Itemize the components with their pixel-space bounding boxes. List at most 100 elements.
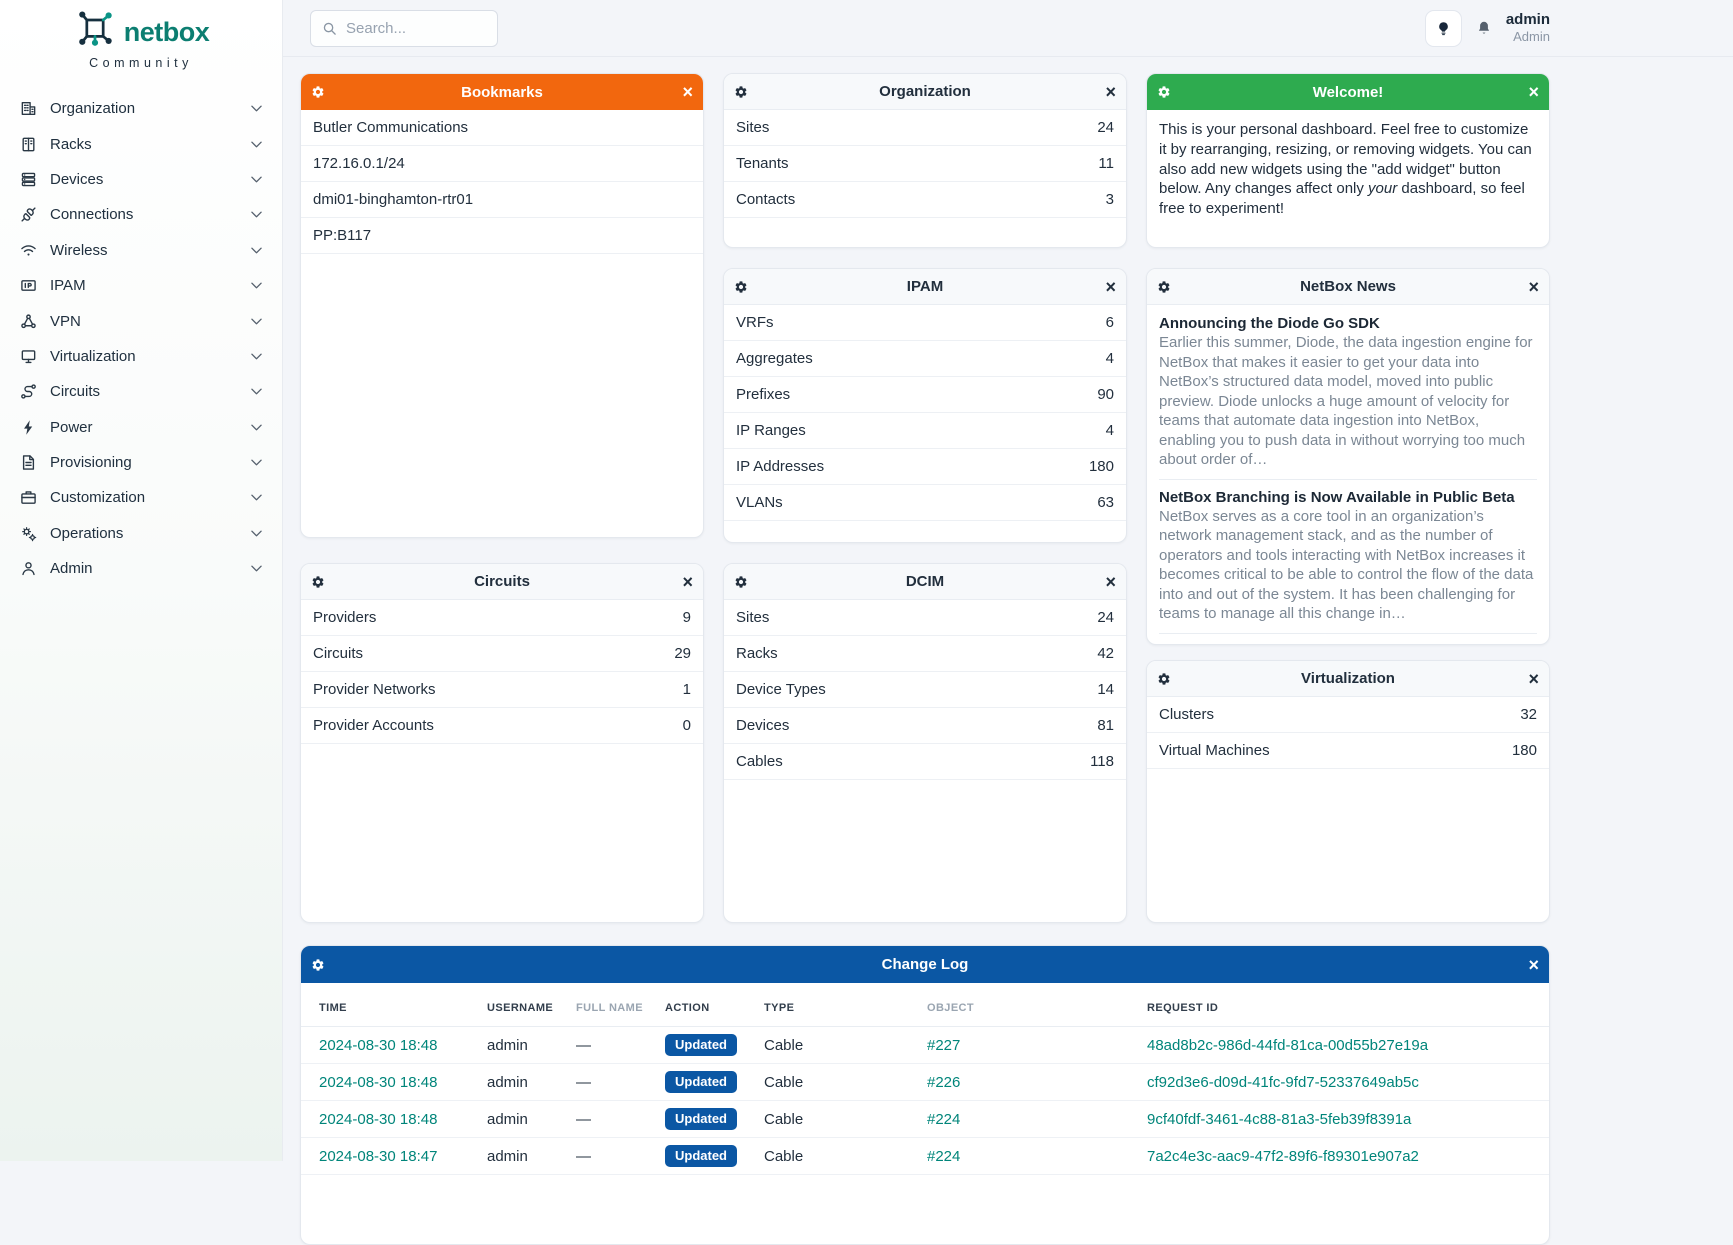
server-icon — [20, 171, 37, 188]
cell-request_id[interactable]: 7a2c4e3c-aac9-47f2-89f6-f89301e907a2 — [1147, 1147, 1419, 1165]
sidebar-item-admin[interactable]: Admin — [0, 551, 282, 586]
user-role: Admin — [1513, 29, 1550, 45]
cell-request_id[interactable]: cf92d3e6-d09d-41fc-9fd7-52337649ab5c — [1147, 1073, 1419, 1091]
news-headline[interactable]: A New Look For NetBox and NetBox Labs — [1159, 643, 1537, 645]
close-icon[interactable]: × — [682, 571, 693, 592]
gears-icon — [20, 525, 37, 542]
stat-row[interactable]: Providers 9 — [301, 600, 703, 636]
action-badge: Updated — [665, 1108, 737, 1130]
sidebar-item-circuits[interactable]: Circuits — [0, 374, 282, 409]
plug-icon — [20, 206, 37, 223]
chevron-down-icon — [251, 105, 262, 112]
cell-action[interactable]: Updated — [665, 1034, 764, 1056]
stat-row[interactable]: Device Types 14 — [724, 672, 1126, 708]
cell-action[interactable]: Updated — [665, 1145, 764, 1167]
chevron-down-icon — [251, 282, 262, 289]
theme-toggle-button[interactable] — [1424, 9, 1462, 47]
stat-row[interactable]: Virtual Machines 180 — [1147, 733, 1549, 769]
stat-row[interactable]: Aggregates 4 — [724, 341, 1126, 377]
topbar-inner: admin Admin — [283, 0, 1550, 56]
stat-row[interactable]: Prefixes 90 — [724, 377, 1126, 413]
close-icon[interactable]: × — [1105, 81, 1116, 102]
close-icon[interactable]: × — [1528, 276, 1539, 297]
sidebar-item-provisioning[interactable]: Provisioning — [0, 445, 282, 480]
stat-row[interactable]: Sites 24 — [724, 110, 1126, 146]
close-icon[interactable]: × — [1528, 668, 1539, 689]
bookmark-item[interactable]: Butler Communications — [301, 110, 703, 146]
stat-row[interactable]: Provider Networks 1 — [301, 672, 703, 708]
news-headline[interactable]: NetBox Branching is Now Available in Pub… — [1159, 488, 1515, 506]
sidebar-item-virtualization[interactable]: Virtualization — [0, 339, 282, 374]
stat-row[interactable]: Cables 118 — [724, 744, 1126, 780]
chevron-down-icon — [251, 211, 262, 218]
bookmark-item[interactable]: 172.16.0.1/24 — [301, 146, 703, 182]
stat-row[interactable]: Racks 42 — [724, 636, 1126, 672]
sidebar-item-customization[interactable]: Customization — [0, 480, 282, 515]
cell-action[interactable]: Updated — [665, 1071, 764, 1093]
cell-request_id[interactable]: 9cf40fdf-3461-4c88-81a3-5feb39f8391a — [1147, 1110, 1412, 1128]
bookmark-item[interactable]: PP:B117 — [301, 218, 703, 254]
sidebar-item-devices[interactable]: Devices — [0, 162, 282, 197]
gear-icon[interactable] — [1157, 672, 1179, 686]
cell-time[interactable]: 2024-08-30 18:48 — [319, 1110, 438, 1128]
cell-object[interactable]: #227 — [927, 1036, 961, 1054]
cell-object[interactable]: #224 — [927, 1147, 961, 1165]
cell-time[interactable]: 2024-08-30 18:48 — [319, 1073, 438, 1091]
gear-icon[interactable] — [734, 575, 756, 589]
stat-row[interactable]: IP Addresses 180 — [724, 449, 1126, 485]
gear-icon[interactable] — [734, 85, 756, 99]
close-icon[interactable]: × — [1105, 276, 1116, 297]
sidebar-item-power[interactable]: Power — [0, 410, 282, 445]
sidebar-item-label: Virtualization — [50, 347, 136, 365]
stat-row[interactable]: Clusters 32 — [1147, 697, 1549, 733]
ip-book-icon — [20, 277, 37, 294]
sidebar-item-operations[interactable]: Operations — [0, 516, 282, 551]
close-icon[interactable]: × — [1528, 82, 1539, 102]
user-menu[interactable]: admin Admin — [1506, 11, 1550, 44]
stat-row[interactable]: Devices 81 — [724, 708, 1126, 744]
stat-row[interactable]: VRFs 6 — [724, 305, 1126, 341]
cell-time[interactable]: 2024-08-30 18:48 — [319, 1036, 438, 1054]
search-box[interactable] — [310, 9, 498, 47]
stat-row[interactable]: Tenants 11 — [724, 146, 1126, 182]
stat-label: Virtual Machines — [1159, 742, 1270, 759]
cell-full_name: — — [576, 1073, 591, 1091]
sidebar-item-vpn[interactable]: VPN — [0, 303, 282, 338]
notifications-button[interactable] — [1476, 20, 1492, 36]
stat-value: 81 — [1097, 717, 1114, 734]
close-icon[interactable]: × — [1105, 571, 1116, 592]
stat-row[interactable]: Circuits 29 — [301, 636, 703, 672]
sidebar-item-racks[interactable]: Racks — [0, 126, 282, 161]
stat-row[interactable]: VLANs 63 — [724, 485, 1126, 521]
gear-icon[interactable] — [311, 575, 333, 589]
news-headline[interactable]: Announcing the Diode Go SDK — [1159, 315, 1380, 332]
gear-icon[interactable] — [311, 958, 333, 972]
bookmark-item[interactable]: dmi01-binghamton-rtr01 — [301, 182, 703, 218]
gear-icon[interactable] — [734, 280, 756, 294]
stat-row[interactable]: Contacts 3 — [724, 182, 1126, 218]
sidebar-item-wireless[interactable]: Wireless — [0, 233, 282, 268]
sidebar-item-connections[interactable]: Connections — [0, 197, 282, 232]
stat-row[interactable]: Provider Accounts 0 — [301, 708, 703, 744]
sidebar-item-ipam[interactable]: IPAM — [0, 268, 282, 303]
gear-icon[interactable] — [311, 85, 333, 99]
cell-action[interactable]: Updated — [665, 1108, 764, 1130]
column-header: TIME — [319, 1001, 347, 1014]
lightning-icon — [20, 419, 37, 436]
cell-object[interactable]: #226 — [927, 1073, 961, 1091]
stat-row[interactable]: Sites 24 — [724, 600, 1126, 636]
close-icon[interactable]: × — [1528, 954, 1539, 975]
chevron-down-icon — [251, 318, 262, 325]
gear-icon[interactable] — [1157, 280, 1179, 294]
stat-row[interactable]: IP Ranges 4 — [724, 413, 1126, 449]
cell-request_id[interactable]: 48ad8b2c-986d-44fd-81ca-00d55b27e19a — [1147, 1036, 1429, 1054]
cell-time[interactable]: 2024-08-30 18:47 — [319, 1147, 438, 1165]
chevron-down-icon — [251, 176, 262, 183]
stat-label: Cables — [736, 753, 783, 770]
netbox-logo[interactable]: netbox — [0, 0, 282, 55]
close-icon[interactable]: × — [682, 82, 693, 102]
search-input[interactable] — [346, 19, 486, 37]
sidebar-item-organization[interactable]: Organization — [0, 91, 282, 126]
cell-object[interactable]: #224 — [927, 1110, 961, 1128]
gear-icon[interactable] — [1157, 85, 1179, 99]
